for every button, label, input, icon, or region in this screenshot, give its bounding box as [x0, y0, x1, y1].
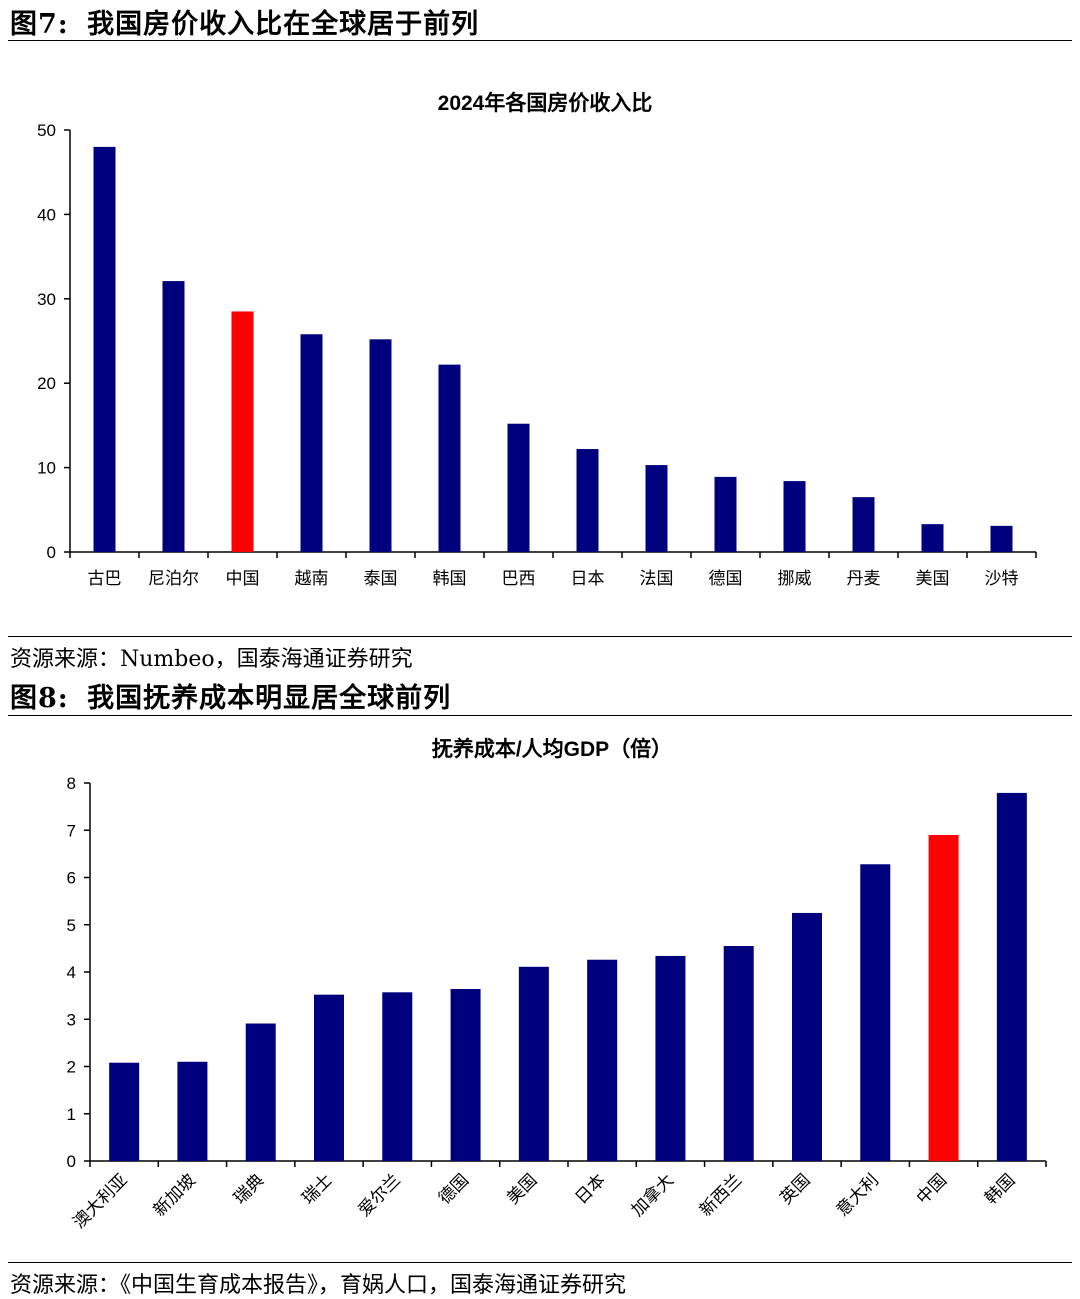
category-label: 德国 [435, 1170, 473, 1208]
category-label: 挪威 [778, 569, 812, 589]
bar [177, 1061, 208, 1161]
category-label: 意大利 [833, 1170, 883, 1220]
y-tick-label: 0 [67, 1152, 76, 1171]
category-label: 沙特 [985, 569, 1019, 589]
bar [507, 423, 530, 552]
chart-title: 抚养成本/人均GDP（倍） [432, 737, 672, 761]
bar [109, 1062, 140, 1161]
bar [438, 364, 461, 552]
category-label: 尼泊尔 [148, 569, 199, 589]
bar [369, 339, 392, 552]
y-tick-label: 4 [67, 963, 76, 982]
bar [928, 834, 959, 1161]
category-label: 日本 [571, 569, 605, 589]
figure-8-bottom-rule [8, 1262, 1072, 1263]
chart-house-price-income-ratio: 2024年各国房价收入比 0 10 20 30 40 50 古巴 尼泊尔 中国 越南 泰国 韩国 巴西 日… [37, 91, 1037, 589]
bar [723, 946, 754, 1161]
category-label: 美国 [916, 569, 950, 589]
bar [990, 525, 1013, 552]
category-label: 加拿大 [627, 1170, 678, 1221]
category-label: 韩国 [433, 569, 467, 589]
y-tick-label: 20 [37, 374, 56, 393]
category-label: 瑞典 [230, 1170, 268, 1208]
bar [314, 994, 344, 1161]
chart-title: 2024年各国房价收入比 [438, 91, 653, 115]
category-label: 德国 [709, 569, 743, 589]
bar [996, 792, 1027, 1161]
bar [645, 465, 668, 552]
category-label: 澳大利亚 [69, 1170, 131, 1232]
bar [245, 1023, 276, 1161]
figure-7-label: 图7: [10, 9, 69, 40]
chart-child-rearing-cost-ratio: 抚养成本/人均GDP（倍） 0 1 2 3 4 5 6 7 8 澳大利亚 新加坡 瑞典 瑞士 爱尔兰 德国美… [67, 737, 1047, 1233]
y-tick-label: 7 [67, 821, 76, 840]
bar [655, 955, 686, 1161]
category-label: 韩国 [981, 1170, 1019, 1208]
figure-7-heading: 我国房价收入比在全球居于前列 [87, 9, 480, 40]
category-label: 越南 [295, 569, 329, 589]
bar [714, 476, 737, 552]
bar [162, 281, 185, 552]
bar [783, 481, 806, 552]
y-tick-label: 6 [67, 869, 76, 888]
figure-8-label: 图8: [10, 683, 69, 714]
category-label: 英国 [776, 1170, 814, 1208]
y-tick-label: 3 [67, 1010, 76, 1029]
figure-7-source: 资源来源：Numbeo，国泰海通证券研究 [10, 647, 413, 672]
category-label: 中国 [226, 569, 260, 589]
category-label: 法国 [640, 569, 674, 589]
category-label: 新加坡 [150, 1170, 200, 1220]
category-label: 丹麦 [847, 569, 881, 589]
category-label: 瑞士 [298, 1170, 336, 1208]
category-label: 泰国 [364, 569, 398, 589]
category-label: 美国 [503, 1170, 541, 1208]
figure-8-heading: 我国抚养成本明显居全球前列 [87, 683, 452, 714]
category-label: 新西兰 [696, 1170, 746, 1220]
y-tick-label: 2 [67, 1058, 76, 1077]
figure-8-top-rule [8, 715, 1072, 716]
figure-7-bottom-rule [8, 636, 1072, 637]
y-tick-label: 5 [67, 916, 76, 935]
y-tick-label: 50 [37, 121, 56, 140]
bar [792, 912, 822, 1161]
bar [852, 497, 875, 552]
category-label: 爱尔兰 [355, 1170, 405, 1220]
bar [921, 524, 944, 552]
y-tick-label: 30 [37, 290, 56, 309]
y-tick-label: 1 [67, 1105, 76, 1124]
y-tick-label: 40 [37, 205, 56, 224]
bar [382, 992, 413, 1161]
category-label: 巴西 [502, 569, 536, 589]
category-label: 中国 [913, 1170, 951, 1208]
bar [576, 449, 599, 552]
bar [93, 146, 116, 552]
bar [231, 311, 254, 552]
bar [450, 989, 481, 1161]
bar [587, 959, 618, 1161]
category-label: 日本 [571, 1170, 609, 1208]
bar [300, 334, 323, 552]
y-tick-label: 10 [37, 459, 56, 478]
y-tick-label: 0 [47, 543, 56, 562]
figure-7-title: 图7: 我国房价收入比在全球居于前列 [10, 2, 479, 41]
figure-7-top-rule [8, 40, 1072, 41]
bar [860, 864, 891, 1161]
category-label: 古巴 [88, 569, 122, 589]
y-tick-label: 8 [67, 774, 76, 793]
figure-8-source: 资源来源：《中国生育成本报告》，育娲人口，国泰海通证券研究 [10, 1273, 627, 1298]
bar [518, 966, 549, 1161]
figure-8-title: 图8: 我国抚养成本明显居全球前列 [10, 676, 451, 715]
